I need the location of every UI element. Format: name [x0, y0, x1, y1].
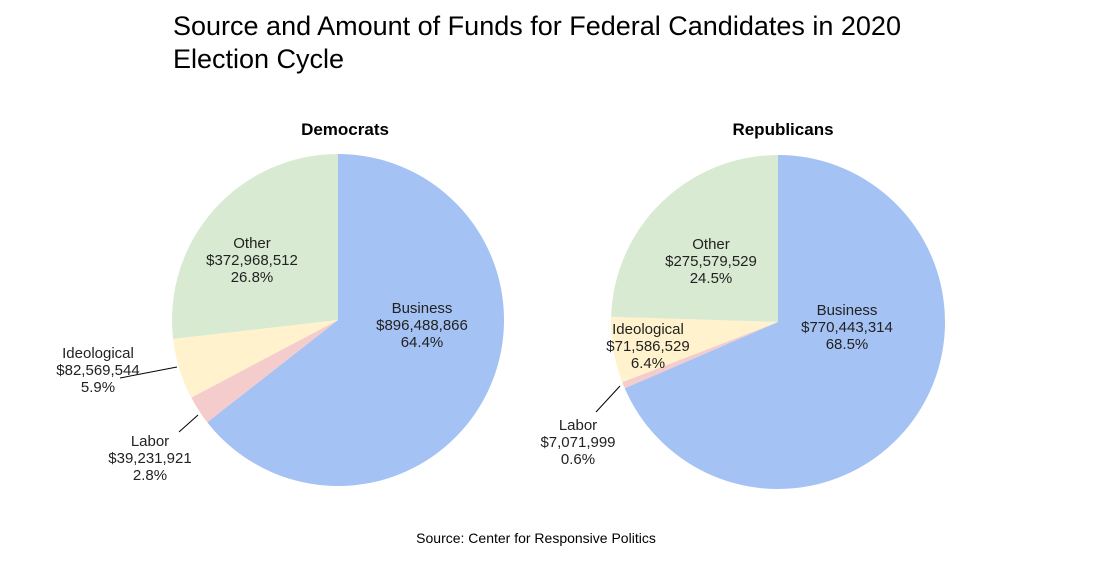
democrats-business-label: Business $896,488,866 64.4% — [376, 300, 468, 351]
democrats-pie: Business $896,488,866 64.4% Labor $39,231,92… — [56, 154, 505, 486]
democrats-labor-amount: $39,231,921 — [108, 450, 191, 467]
democrats-labor-label: Labor $39,231,921 2.8% — [108, 433, 191, 484]
republicans-business-label: Business $770,443,314 68.5% — [801, 302, 893, 353]
republicans-other-percent: 24.5% — [690, 270, 733, 287]
democrats-labor-leader-line — [178, 414, 199, 433]
republicans-ideological-amount: $71,586,529 — [606, 338, 689, 355]
republicans-slice-other — [611, 155, 778, 322]
democrats-other-amount: $372,968,512 — [206, 252, 298, 269]
democrats-ideological-label: Ideological $82,569,544 5.9% — [56, 345, 139, 396]
republicans-other-name: Other — [692, 236, 730, 253]
republicans-labor-name: Labor — [559, 417, 597, 434]
democrats-pie-title: Democrats — [301, 120, 389, 139]
democrats-labor-percent: 2.8% — [133, 467, 167, 484]
republicans-labor-percent: 0.6% — [561, 451, 595, 468]
republicans-other-label: Other $275,579,529 24.5% — [665, 236, 757, 287]
democrats-slice-labor — [191, 320, 338, 423]
democrats-labor-name: Labor — [131, 433, 169, 450]
source-note: Source: Center for Responsive Politics — [416, 530, 656, 546]
republicans-ideological-label: Ideological $71,586,529 6.4% — [606, 321, 689, 372]
republicans-slice-ideological — [611, 316, 778, 383]
democrats-slice-other — [171, 154, 338, 339]
democrats-ideological-percent: 5.9% — [81, 379, 115, 396]
democrats-business-amount: $896,488,866 — [376, 317, 468, 334]
democrats-business-name: Business — [392, 300, 453, 317]
republicans-slice-business — [624, 155, 945, 489]
democrats-ideological-amount: $82,569,544 — [56, 362, 139, 379]
chart-title: Source and Amount of Funds for Federal C… — [173, 11, 901, 74]
republicans-business-amount: $770,443,314 — [801, 319, 893, 336]
republicans-slice-labor — [622, 322, 778, 389]
republicans-business-percent: 68.5% — [826, 336, 869, 353]
republicans-other-amount: $275,579,529 — [665, 253, 757, 270]
republicans-labor-leader-line — [595, 385, 621, 413]
democrats-ideological-leader-line — [119, 366, 178, 379]
republicans-ideological-percent: 6.4% — [631, 355, 665, 372]
republicans-pie: Business $770,443,314 68.5% Labor $7,071,999… — [540, 155, 945, 489]
democrats-other-percent: 26.8% — [231, 269, 274, 286]
republicans-pie-title: Republicans — [732, 120, 834, 139]
democrats-slice-ideological — [173, 320, 338, 398]
democrats-other-name: Other — [233, 235, 271, 252]
democrats-business-percent: 64.4% — [401, 334, 444, 351]
republicans-ideological-name: Ideological — [612, 321, 684, 338]
republicans-labor-label: Labor $7,071,999 0.6% — [540, 417, 615, 468]
republicans-labor-amount: $7,071,999 — [540, 434, 615, 451]
republicans-business-name: Business — [817, 302, 878, 319]
democrats-slice-business — [207, 154, 505, 486]
democrats-other-label: Other $372,968,512 26.8% — [206, 235, 298, 286]
democrats-ideological-name: Ideological — [62, 345, 134, 362]
